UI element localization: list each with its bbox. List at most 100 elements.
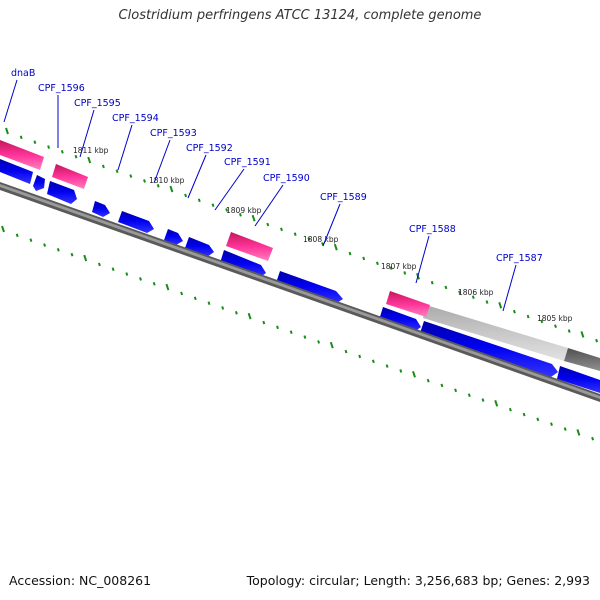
kbp-position-label: 1805 kbp (537, 314, 573, 323)
inner-tick-mark (563, 427, 567, 431)
kbp-labels: 1811 kbp 1810 kbp 1809 kbp 1808 kbp 1807 kbp… (73, 146, 573, 323)
outer-tick-mark (307, 237, 311, 241)
outer-tick-mark (444, 285, 448, 290)
inner-tick-mark (289, 330, 293, 335)
outer-tick-row (5, 127, 599, 343)
gene-label-callout (254, 184, 284, 227)
gene-reverse-8 (220, 250, 266, 278)
gene-label[interactable]: CPF_1596 (38, 83, 85, 94)
kbp-position-label: 1806 kbp (458, 288, 494, 297)
gene-cpf1596-forward (52, 164, 88, 189)
gene-label-callout (187, 154, 207, 199)
genome-backbone (0, 182, 600, 402)
gene-reverse-4 (92, 201, 110, 217)
inner-tick-mark (303, 335, 307, 339)
outer-tick-mark (115, 169, 119, 174)
inner-tick-mark (399, 369, 403, 373)
inner-tick-mark (329, 341, 334, 349)
outer-tick-mark (375, 261, 379, 266)
reverse-strand-genes (0, 159, 600, 393)
inner-tick-mark (344, 349, 348, 354)
inner-tick-mark (70, 252, 74, 257)
outer-tick-mark (362, 256, 366, 261)
outer-tick-mark (169, 185, 174, 193)
outer-tick-mark (129, 174, 133, 178)
outer-tick-mark (143, 179, 146, 183)
outer-tick-mark (238, 213, 242, 217)
outer-tick-mark (280, 227, 283, 232)
inner-tick-mark (139, 277, 142, 281)
forward-feature-track (423, 305, 600, 371)
outer-tick-mark (540, 319, 544, 324)
inner-tick-mark (426, 378, 430, 383)
gene-reverse-12 (557, 366, 600, 393)
inner-tick-mark (412, 370, 416, 378)
gene-reverse-5 (118, 211, 154, 233)
inner-tick-mark (152, 281, 156, 286)
outer-tick-mark (293, 232, 297, 237)
outer-tick-mark (74, 154, 78, 159)
forward-strand-genes (0, 140, 430, 317)
gene-label[interactable]: CPF_1591 (224, 157, 271, 168)
gene-label[interactable]: CPF_1589 (320, 192, 367, 203)
inner-tick-mark (97, 262, 101, 267)
inner-tick-mark (317, 340, 321, 344)
inner-tick-mark (83, 254, 88, 262)
outer-tick-mark (266, 222, 270, 227)
kbp-position-label: 1807 kbp (381, 262, 417, 271)
inner-tick-mark (591, 436, 595, 441)
inner-tick-row (1, 225, 595, 441)
gene-label[interactable]: dnaB (11, 68, 35, 79)
gene-label[interactable]: CPF_1594 (112, 113, 159, 124)
gene-label-callout (415, 235, 430, 284)
inner-tick-mark (385, 364, 389, 368)
gene-label[interactable]: CPF_1587 (496, 253, 543, 264)
gene-label-callout (214, 168, 245, 211)
gene-label[interactable]: CPF_1588 (409, 224, 456, 235)
inner-tick-mark (508, 407, 512, 412)
gene-reverse-11 (420, 321, 558, 377)
gene-label[interactable]: CPF_1593 (150, 128, 197, 139)
inner-tick-mark (56, 248, 60, 252)
gene-label-callouts (3, 79, 517, 312)
outer-tick-mark (485, 300, 489, 304)
outer-tick-mark (595, 338, 599, 343)
gene-reverse-9 (276, 271, 343, 304)
outer-tick-mark (19, 135, 23, 140)
inner-tick-mark (15, 233, 19, 238)
inner-tick-mark (276, 325, 279, 330)
outer-tick-mark (101, 164, 105, 169)
inner-tick-mark (358, 354, 362, 359)
accession-label: Accession: NC_008261 (9, 573, 152, 588)
inner-tick-mark (522, 412, 526, 417)
gene-label[interactable]: CPF_1592 (186, 143, 233, 154)
gene-reverse-1 (0, 159, 33, 184)
inner-tick-mark (247, 312, 252, 320)
outer-tick-mark (348, 251, 352, 256)
outer-tick-mark (403, 271, 407, 275)
outer-tick-mark (512, 309, 516, 314)
gene-label-callout (3, 79, 18, 123)
inner-tick-mark (262, 320, 266, 325)
gene-reverse-7 (185, 237, 214, 257)
inner-tick-mark (111, 267, 115, 272)
inner-tick-mark (454, 388, 458, 393)
outer-tick-mark (430, 280, 434, 285)
gene-label[interactable]: CPF_1590 (263, 173, 310, 184)
outer-tick-mark (87, 156, 92, 164)
outer-tick-mark (389, 266, 393, 270)
gene-reverse-2 (33, 175, 45, 191)
outer-tick-mark (211, 203, 215, 207)
gene-label-callout (502, 264, 517, 312)
outer-tick-mark (333, 243, 338, 251)
inner-tick-mark (125, 272, 129, 276)
kbp-position-label: 1810 kbp (149, 176, 185, 185)
inner-tick-mark (440, 383, 444, 388)
inner-tick-mark (29, 238, 33, 242)
outer-tick-mark (60, 150, 64, 154)
gene-cpf1588-forward (386, 291, 430, 317)
inner-tick-mark (550, 422, 553, 427)
gene-label[interactable]: CPF_1595 (74, 98, 121, 109)
